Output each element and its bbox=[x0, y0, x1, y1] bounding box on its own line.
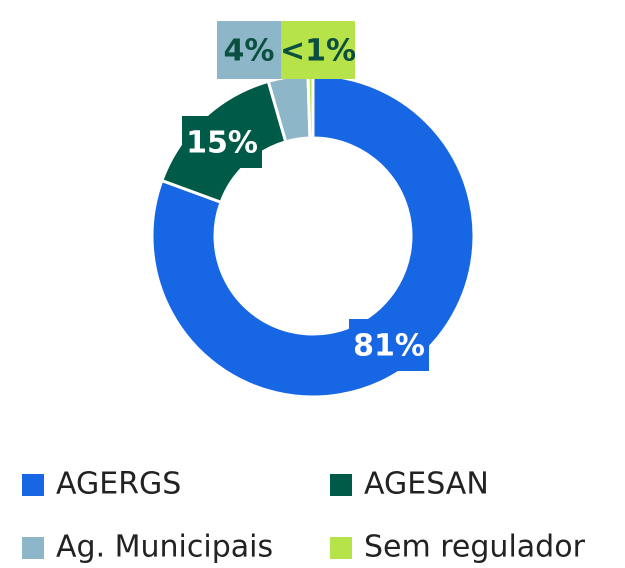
label-box bbox=[182, 116, 262, 168]
legend-swatch bbox=[330, 474, 352, 496]
legend-swatch bbox=[22, 474, 44, 496]
legend-label: AGESAN bbox=[364, 467, 489, 502]
donut-slice bbox=[150, 73, 476, 399]
label-box bbox=[349, 319, 429, 371]
value-label: 81% bbox=[353, 329, 425, 364]
legend-label: Ag. Municipais bbox=[56, 530, 273, 565]
value-label: 4% bbox=[224, 34, 275, 69]
legend-swatch bbox=[330, 537, 352, 559]
legend-label: Sem regulador bbox=[364, 530, 586, 565]
value-label: <1% bbox=[280, 34, 356, 69]
legend-swatch bbox=[22, 537, 44, 559]
value-label: 15% bbox=[186, 126, 258, 161]
label-box bbox=[281, 21, 355, 79]
legend-label: AGERGS bbox=[56, 467, 181, 502]
label-box bbox=[217, 21, 281, 79]
donut-slice bbox=[306, 73, 315, 140]
